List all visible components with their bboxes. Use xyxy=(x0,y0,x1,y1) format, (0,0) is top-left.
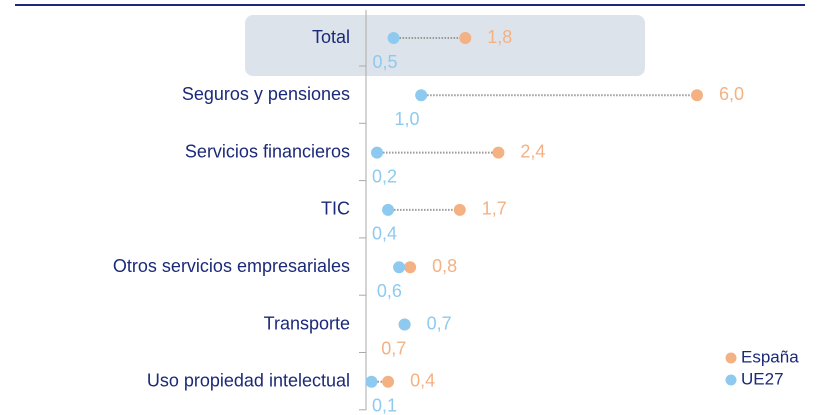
legend-swatch xyxy=(725,352,737,364)
legend-label: España xyxy=(741,347,799,366)
dot xyxy=(691,89,703,102)
dot xyxy=(382,203,395,216)
value-label: 0,7 xyxy=(381,338,406,358)
dot xyxy=(382,375,395,388)
value-label: 0,4 xyxy=(410,371,435,391)
category-label: Otros servicios empresariales xyxy=(113,256,350,276)
dot xyxy=(459,32,472,44)
value-label: 0,1 xyxy=(372,396,397,415)
value-label: 2,4 xyxy=(520,141,545,161)
value-label: 1,7 xyxy=(482,199,507,219)
category-label: Seguros y pensiones xyxy=(182,84,350,104)
legend-swatch xyxy=(725,374,737,386)
dot xyxy=(393,261,406,274)
dot xyxy=(398,318,411,331)
value-label: 0,8 xyxy=(432,256,457,276)
dot xyxy=(404,261,417,274)
value-label: 0,4 xyxy=(372,224,397,244)
dot xyxy=(453,203,466,216)
category-label: Total xyxy=(312,27,350,47)
category-label: Transporte xyxy=(264,313,350,333)
dot xyxy=(371,146,384,159)
value-label: 1,0 xyxy=(395,109,420,129)
category-label: Servicios financieros xyxy=(185,141,350,161)
value-label: 1,8 xyxy=(487,27,512,47)
highlight xyxy=(245,15,645,76)
dot xyxy=(492,146,505,159)
legend-label: UE27 xyxy=(741,369,784,388)
value-label: 0,6 xyxy=(377,281,402,301)
dot xyxy=(387,32,400,44)
category-label: TIC xyxy=(321,199,350,219)
value-label: 0,5 xyxy=(372,52,397,72)
dot xyxy=(365,375,378,388)
dot xyxy=(415,89,428,102)
value-label: 0,7 xyxy=(427,313,452,333)
category-label: Uso propiedad intelectual xyxy=(147,371,350,391)
value-label: 0,2 xyxy=(372,166,397,186)
value-label: 6,0 xyxy=(719,84,744,104)
